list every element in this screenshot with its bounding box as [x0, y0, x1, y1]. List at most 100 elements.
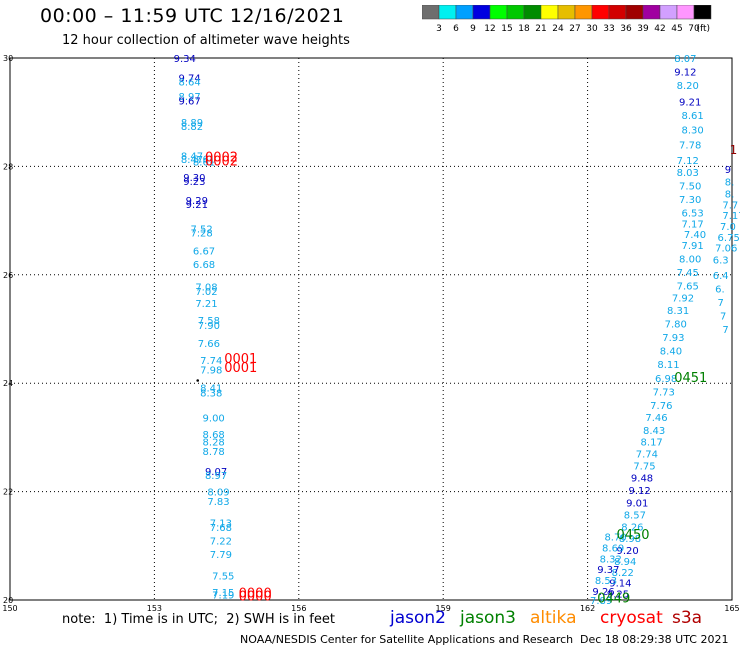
pass-time-label: 0002	[205, 151, 238, 166]
swh-label: 9.21	[186, 200, 208, 211]
swh-label: 8.61	[193, 154, 215, 165]
swh-label: 8.11	[657, 360, 679, 371]
swh-label: 9.01	[626, 498, 648, 509]
units-note: note: 1) Time is in UTC; 2) SWH is in fe…	[62, 612, 335, 627]
scale-tick-label: 15	[501, 24, 512, 34]
swh-label: 7.75	[633, 462, 655, 473]
pass-time-label: 0001	[224, 361, 257, 376]
pass-time-label: 0001	[224, 352, 257, 367]
swh-label: 8.	[725, 178, 735, 189]
scale-tick-label: 39	[637, 24, 649, 34]
y-tick-label: 22	[3, 488, 13, 497]
legend-cryosat: cryosat	[600, 608, 663, 628]
swh-label: 7.08	[195, 283, 217, 294]
swh-label: 7.73	[653, 387, 675, 398]
swh-label: 7.92	[672, 294, 694, 305]
swh-label: 6.	[715, 284, 725, 295]
swh-label: 7.91	[681, 241, 703, 252]
x-tick-label: 165	[724, 604, 739, 613]
scale-tick-label: 30	[586, 24, 598, 34]
swh-label: 8.31	[667, 306, 689, 317]
swh-label: 7.15	[212, 588, 234, 599]
swh-label: 7.28	[191, 229, 213, 240]
swh-label: 8.97	[205, 471, 227, 482]
swh-label: 7.30	[679, 195, 701, 206]
swh-label: 1	[730, 143, 738, 157]
swh-label: 6.67	[193, 246, 215, 257]
swh-label: 9.21	[679, 97, 701, 108]
swh-label: 9.23	[183, 177, 205, 188]
swh-label: 7.52	[191, 225, 213, 236]
swh-label: 8.00	[679, 255, 701, 266]
scale-unit-label: (ft)	[696, 24, 710, 34]
swh-label: 9.34	[174, 54, 196, 65]
swh-label: 6.75	[718, 233, 740, 244]
swh-label: 8.53	[595, 576, 617, 587]
swh-label: 9.30	[183, 173, 205, 184]
swh-label: 9.20	[616, 546, 638, 557]
swh-label: 7.65	[677, 282, 699, 293]
swh-label: 7.98	[200, 366, 222, 377]
swh-label: 6.68	[193, 260, 215, 271]
swh-label: 8.89	[181, 118, 203, 129]
swh-label: 6.98	[655, 374, 677, 385]
pass-time-label: 0449	[597, 591, 630, 606]
swh-label: 7.40	[684, 230, 706, 241]
swh-label: 7.12	[677, 156, 699, 167]
swh-label: 6.53	[681, 208, 703, 219]
plot-frame	[9, 57, 733, 601]
swh-label: 7.78	[679, 141, 701, 152]
scale-tick-label: 3	[436, 24, 442, 34]
swh-label: 7.66	[198, 339, 220, 350]
swh-label: 7.90	[198, 321, 220, 332]
pass-time-label: 0451	[674, 371, 707, 386]
swh-label: 8.70	[604, 533, 626, 544]
scale-tick-label: 24	[552, 24, 564, 34]
swh-label: 7.80	[665, 320, 687, 331]
x-tick-label: 162	[580, 604, 595, 613]
swh-label: 8.26	[621, 522, 643, 533]
scale-tick-label: 70	[688, 24, 700, 34]
scale-tick-label: 36	[620, 24, 632, 34]
swh-label: 9.29	[186, 196, 208, 207]
x-tick-label: 159	[436, 604, 451, 613]
swh-label: 7.83	[207, 497, 229, 508]
swh-label: 9.07	[205, 467, 227, 478]
swh-label: 7	[720, 311, 726, 322]
swh-label: 8.64	[178, 77, 200, 88]
swh-label: 7	[718, 298, 724, 309]
swh-label: 7.22	[210, 536, 232, 547]
position-dot	[196, 379, 200, 382]
swh-label: 8.	[725, 190, 735, 201]
swh-label: 9.00	[203, 413, 225, 424]
swh-label: 9.14	[609, 579, 631, 590]
y-tick-label: 20	[3, 596, 13, 605]
swh-label: 9.67	[178, 96, 200, 107]
swh-label: 8.47	[181, 155, 203, 166]
swh-label: 7.74	[200, 356, 222, 367]
swh-label: 7.13	[210, 518, 232, 529]
swh-label: 9	[725, 165, 731, 176]
swh-label: 8.41	[200, 384, 222, 395]
pass-time-label: 0000	[239, 586, 272, 601]
swh-label: 8.09	[207, 488, 229, 499]
swh-label: 7.19	[212, 591, 234, 602]
scale-tick-label: 45	[671, 24, 682, 34]
swh-label: 7	[722, 325, 728, 336]
swh-label: 8.47	[181, 152, 203, 163]
swh-label: 7.50	[679, 181, 701, 192]
x-tick-label: 156	[291, 604, 306, 613]
legend-s3a: s3a	[672, 608, 703, 628]
swh-label: 8.30	[681, 126, 703, 137]
pass-time-label: 0450	[616, 528, 649, 543]
swh-label: 9.12	[674, 68, 696, 79]
pass-time-label: 0000	[239, 590, 272, 605]
x-tick-label: 150	[2, 604, 17, 613]
chart-subtitle: 12 hour collection of altimeter wave hei…	[62, 33, 350, 48]
swh-label: 9.25	[607, 589, 629, 600]
legend-jason3: jason3	[460, 608, 516, 628]
swh-label: 7.17	[722, 211, 740, 222]
swh-label: 8.20	[677, 81, 699, 92]
swh-label: 7.7	[722, 200, 738, 211]
